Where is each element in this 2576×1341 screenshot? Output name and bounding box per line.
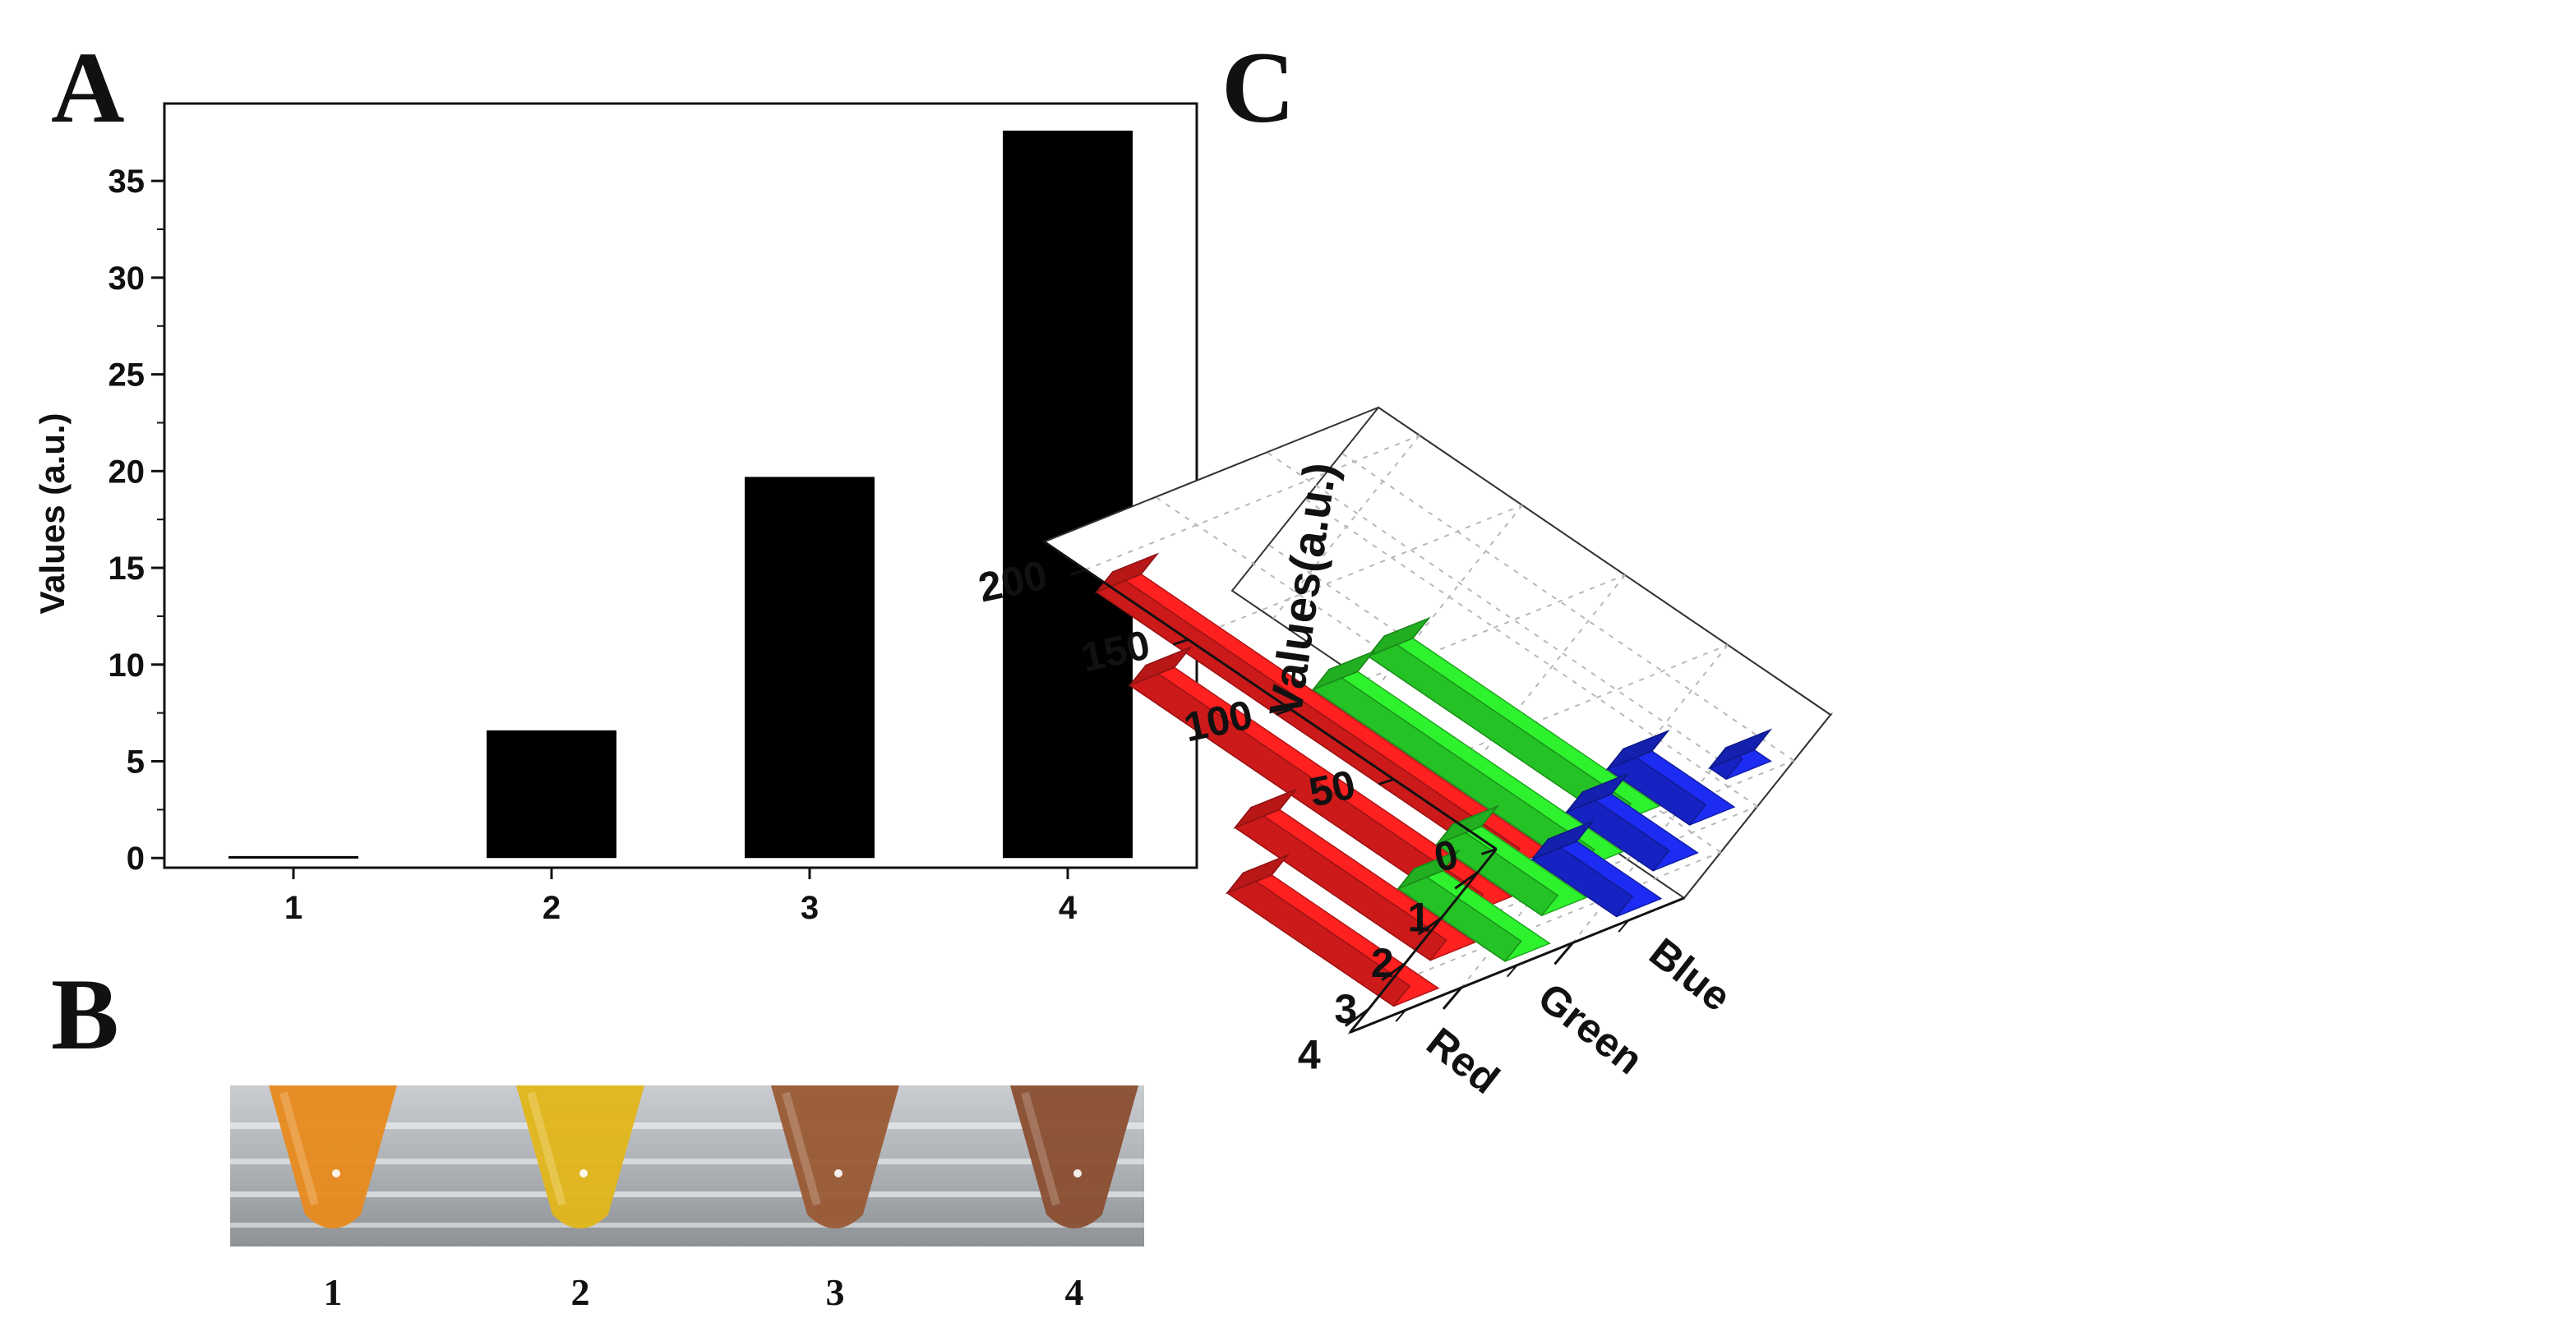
chart-a-y-tick-label: 0 [127, 841, 145, 877]
axis-line [1070, 568, 1086, 576]
axis-line [1417, 916, 1443, 936]
chart-c-series-label: Blue [1641, 929, 1739, 1021]
chart-c-bar [1605, 729, 1736, 826]
chart-c-bar [1564, 772, 1699, 872]
gridline [1386, 851, 1721, 988]
chart-a-x-tick-label: 2 [542, 890, 561, 926]
gridline [1188, 504, 1523, 641]
chart-c-axes [1043, 541, 1685, 1034]
axis-line [1173, 638, 1189, 646]
chart-a-bar [229, 855, 358, 859]
chart-a-bars [229, 130, 1133, 859]
chart-a-x-tick-label: 1 [284, 890, 302, 926]
axis-line [1395, 1009, 1407, 1022]
tube-reflection [834, 1169, 843, 1177]
chart-c-bar [1396, 849, 1551, 962]
panel-letter-b: B [51, 958, 119, 1071]
chart-c-x-tick-label: 2 [1371, 940, 1394, 986]
chart-a-bar [487, 730, 616, 859]
tube-label: 3 [826, 1271, 845, 1313]
tube-rack [230, 1122, 1144, 1228]
chart-a-y-tick-label: 30 [108, 260, 145, 297]
tube-label: 1 [324, 1271, 343, 1313]
tube-photo: 1 2 3 4 [230, 1085, 1144, 1313]
chart-c-series-label: Red [1418, 1019, 1507, 1103]
chart-a-y-tick-label: 5 [127, 744, 145, 781]
chart-a-bar [745, 477, 875, 859]
chart-a-x-tick-label: 3 [801, 890, 819, 926]
chart-a-y-tick-label: 35 [108, 164, 145, 200]
chart-c-bar [1128, 646, 1513, 915]
chart-a-bar [1003, 130, 1133, 859]
chart-c-x-tick-label: 3 [1334, 986, 1357, 1032]
panel-letter-a: A [51, 31, 125, 144]
tube-label: 2 [571, 1271, 590, 1313]
axis-line [1344, 1008, 1369, 1027]
tube-label: 4 [1065, 1271, 1084, 1313]
axis-line [1506, 964, 1518, 978]
chart-c-x-tick-label: 4 [1298, 1032, 1321, 1078]
chart-c-bar [1434, 804, 1588, 917]
axis-line [1276, 707, 1291, 716]
chart-c-bar [1366, 616, 1661, 825]
axis-line [1454, 871, 1480, 890]
axis-line [1618, 919, 1630, 933]
tube [516, 1085, 644, 1228]
tube-reflection [579, 1169, 588, 1177]
chart-c-series-label: Green [1530, 974, 1651, 1083]
chart-a-x-axis: 1 2 3 4 [284, 868, 1078, 926]
chart-c-z-tick-label: 50 [1305, 761, 1360, 815]
chart-a-y-axis: 0 5 10 15 20 25 30 35 [108, 164, 164, 877]
chart-c-x-tick-label: 1 [1407, 894, 1430, 940]
axis-line [1442, 986, 1463, 1010]
axis-line [1481, 847, 1497, 855]
tube-reflection [332, 1169, 340, 1177]
tube-highlight [279, 1091, 319, 1206]
chart-a: 0 5 10 15 20 25 30 35 1 2 3 4 Values (a.u.) [33, 102, 1198, 926]
axis-line [1349, 848, 1498, 1034]
gridline [1085, 434, 1420, 571]
axis-line [1381, 962, 1406, 981]
chart-c-bars [1094, 552, 1773, 1007]
axis-line [1043, 541, 1498, 850]
axis-line [1553, 942, 1574, 965]
gridline [1478, 574, 1626, 759]
chart-a-y-tick-label: 15 [108, 551, 145, 587]
tube [1010, 1085, 1138, 1228]
chart-a-y-tick-label: 20 [108, 454, 145, 490]
chart-a-y-axis-title: Values (a.u.) [33, 412, 72, 614]
chart-a-x-tick-label: 4 [1059, 890, 1078, 926]
tube-labels: 1 2 3 4 [324, 1271, 1084, 1313]
chart-c-bar [1530, 819, 1663, 918]
axis-line [1378, 777, 1394, 786]
chart-a-y-tick-label: 10 [108, 647, 145, 684]
chart-c-bar [1707, 728, 1773, 781]
chart-c-bar [1233, 788, 1476, 961]
tube-highlight [782, 1091, 821, 1206]
tube-highlight [1021, 1091, 1060, 1206]
tubes [269, 1085, 1138, 1228]
tube-reflection [1073, 1169, 1082, 1177]
tube-highlight [527, 1091, 566, 1206]
tube [771, 1085, 899, 1228]
tube [269, 1085, 397, 1228]
chart-a-y-tick-label: 25 [108, 357, 145, 394]
panel-letter-c: C [1221, 31, 1295, 144]
chart-c-bar [1225, 853, 1440, 1007]
